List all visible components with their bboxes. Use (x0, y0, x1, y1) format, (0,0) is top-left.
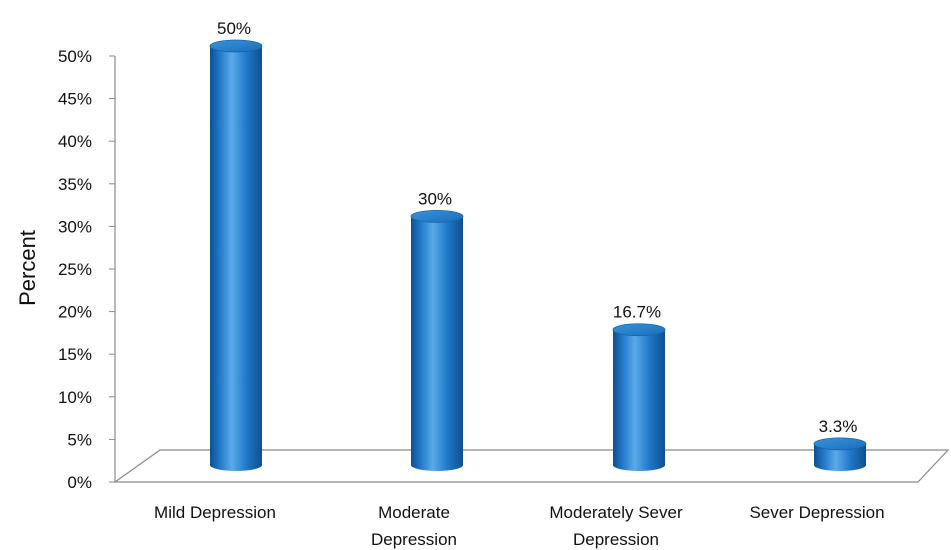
x-category-label: Sever Depression (749, 503, 884, 522)
bar-value-label: 50% (217, 19, 251, 38)
bar-body (411, 216, 463, 471)
y-tick-label: 35% (58, 175, 92, 194)
bar-top-cap (813, 437, 867, 451)
category-labels: Mild Depression Moderate DepressionModerat… (154, 503, 885, 549)
bar-body (814, 443, 866, 471)
bar-value-label: 30% (418, 189, 452, 208)
x-category-label-line: Mild Depression (154, 503, 276, 522)
y-tick-label: 10% (58, 388, 92, 407)
data-labels: 50% 30% 16.7% 3.3% (217, 19, 857, 436)
x-category-label-line: Sever Depression (749, 503, 884, 522)
y-axis-ticks: 0% 5% 10% 15% 20% 25% 30% 35% 40% 45% 50% (58, 47, 115, 492)
x-category-label-line: Moderate (378, 503, 450, 522)
x-category-label-line: Moderately Sever (549, 503, 683, 522)
y-tick-label: 40% (58, 132, 92, 151)
chart-floor (113, 449, 950, 483)
y-axis-title: Percent (15, 230, 40, 306)
y-tick-label: 30% (58, 217, 92, 236)
bar-top-cap (612, 323, 666, 337)
y-tick-label: 20% (58, 303, 92, 322)
bar-series (209, 39, 867, 471)
x-category-label: Moderately Sever Depression (549, 503, 683, 549)
x-category-label: Mild Depression (154, 503, 276, 522)
bar-top-cap (209, 39, 263, 53)
y-tick-label: 50% (58, 47, 92, 66)
y-tick-label: 0% (67, 473, 92, 492)
y-tick-label: 5% (67, 430, 92, 449)
bar (813, 437, 867, 471)
y-tick-label: 15% (58, 345, 92, 364)
bar (209, 39, 263, 471)
y-tick-label: 45% (58, 90, 92, 109)
x-category-label-line: Depression (573, 530, 659, 549)
bar-top-cap (410, 209, 464, 223)
bar-value-label: 3.3% (819, 417, 858, 436)
bar-value-label: 16.7% (613, 303, 661, 322)
x-category-label: Moderate Depression (371, 503, 457, 549)
y-tick-label: 25% (58, 260, 92, 279)
x-category-label-line: Depression (371, 530, 457, 549)
bar (612, 323, 666, 471)
bar (410, 209, 464, 471)
bar-body (210, 46, 262, 471)
bar-body (613, 329, 665, 471)
